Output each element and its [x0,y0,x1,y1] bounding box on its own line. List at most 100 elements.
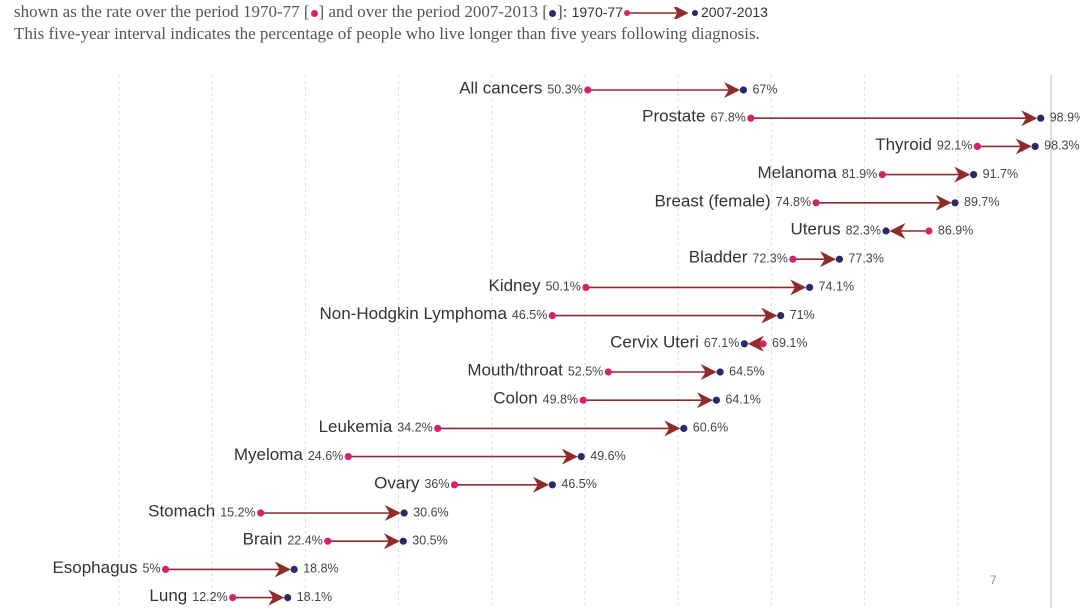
value-label: 24.6% [308,449,343,463]
category-label: Mouth/throat [467,360,563,379]
end-dot [951,199,959,207]
value-label: 67.8% [710,110,745,124]
start-dot [878,171,886,179]
category-label: Lung [149,586,187,605]
end-dot [882,227,890,235]
end-dot [740,340,748,348]
value-label: 36% [424,477,449,491]
end-dot [1031,142,1039,150]
legend-label: 1970-77 [571,4,623,20]
end-dot [806,283,814,291]
value-label: 12.2% [192,590,227,604]
end-dot [577,453,585,461]
value-label: 49.8% [543,392,578,406]
start-dot [579,396,587,404]
value-label: 77.3% [848,251,883,265]
start-dot [162,565,170,574]
value-label: 89.7% [964,195,999,209]
legend-arrow [624,5,698,22]
value-label: 34.2% [397,421,432,435]
legend-dot [548,9,556,17]
start-dot [324,537,332,545]
value-label: 30.5% [412,533,447,547]
value-label: 46.5% [512,308,547,322]
start-dot [344,453,352,461]
category-label: Esophagus [52,558,137,577]
value-label: 64.1% [725,392,760,406]
value-label: 81.9% [842,167,877,181]
header-text: ] and over the period 2007-2013 [ [318,2,548,21]
end-dot [399,537,407,545]
start-dot [747,114,755,122]
value-label: 15.2% [220,505,255,519]
start-dot [759,340,767,348]
header-text: ]: [556,2,568,21]
start-dot [257,509,265,517]
value-label: 67.1% [704,336,739,350]
legend-dot [624,10,630,17]
value-label: 74.1% [819,280,854,294]
value-label: 46.5% [561,477,596,491]
start-dot [973,142,981,150]
start-dot [925,227,933,235]
end-dot [739,86,748,94]
start-dot [548,312,556,320]
category-label: Prostate [642,107,705,126]
header-line-1: shown as the rate over the period 1970-7… [14,2,768,22]
start-dot [582,283,590,291]
start-dot [604,368,612,376]
end-dot [284,594,292,602]
value-label: 52.5% [568,364,603,378]
category-label: Kidney [488,276,540,295]
value-label: 22.4% [287,533,322,547]
category-label: Stomach [148,501,215,520]
end-dot [680,424,688,432]
value-label: 98.9% [1050,110,1080,124]
category-label: Uterus [791,219,841,238]
start-dot [229,594,237,602]
legend-dot [692,10,698,17]
end-dot [548,481,556,489]
value-label: 91.7% [983,167,1018,181]
category-label: Colon [493,389,537,408]
value-label: 18.8% [303,562,338,576]
category-label: Myeloma [234,445,304,464]
header-line-2: This five-year interval indicates the pe… [14,24,760,43]
legend-label: 2007-2013 [701,4,768,20]
end-dot [712,396,721,404]
value-label: 50.3% [547,82,582,96]
start-dot [812,199,820,207]
value-label: 69.1% [772,336,807,350]
value-label: 82.3% [846,223,881,237]
category-label: All cancers [459,78,542,97]
category-label: Ovary [374,473,420,492]
value-label: 98.3% [1044,139,1079,153]
start-dot [434,424,442,432]
header-text: shown as the rate over the period 1970-7… [14,2,310,21]
start-dot [450,481,459,489]
value-label: 64.5% [729,364,764,378]
value-label: 67% [752,82,777,96]
end-dot [290,565,298,574]
end-dot [1037,114,1045,122]
category-label: Breast (female) [654,191,770,210]
value-label: 49.6% [590,449,625,463]
category-label: Leukemia [319,417,393,436]
value-label: 86.9% [938,223,973,237]
category-label: Thyroid [875,135,932,154]
end-dot [716,368,724,376]
page-number: 7 [990,573,997,587]
end-dot [400,509,408,517]
start-dot [789,255,797,263]
value-label: 74.8% [776,195,811,209]
value-label: 18.1% [297,590,332,604]
value-label: 72.3% [752,251,787,265]
value-label: 60.6% [693,421,728,435]
category-label: Non-Hodgkin Lymphoma [320,304,508,323]
value-label: 5% [143,562,161,576]
end-dot [835,255,844,263]
category-label: Melanoma [757,163,837,182]
end-dot [777,312,785,320]
